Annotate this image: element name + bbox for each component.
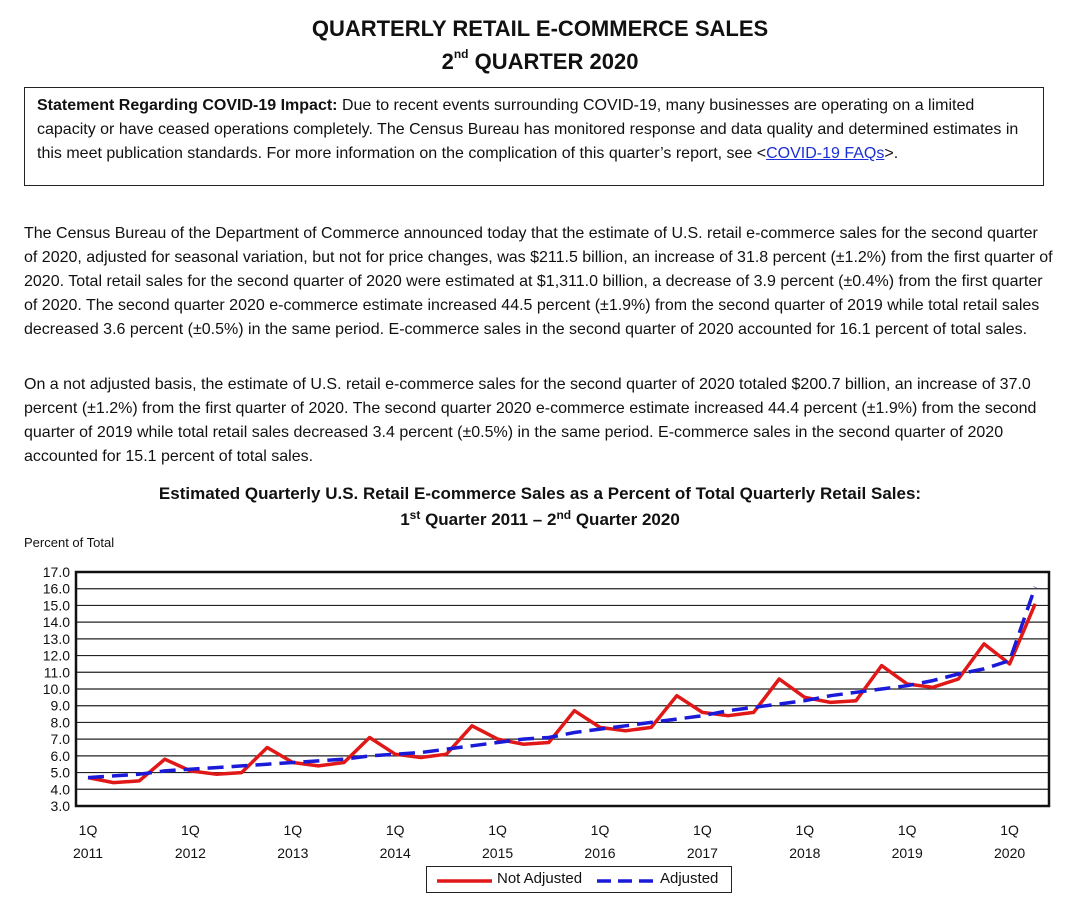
x-tick-quarter: 1Q	[1000, 822, 1019, 838]
x-tick-quarter: 1Q	[488, 822, 507, 838]
y-tick-label: 5.0	[51, 765, 71, 781]
x-tick-quarter: 1Q	[283, 822, 302, 838]
x-tick-year: 2014	[380, 845, 411, 861]
x-tick-year: 2013	[277, 845, 308, 861]
x-tick-year: 2015	[482, 845, 513, 861]
y-tick-label: 12.0	[43, 648, 70, 664]
covid-notice-text: Due to recent events surrounding COVID-1…	[37, 97, 1019, 162]
plot-area-border	[74, 570, 1051, 808]
x-tick-year: 2020	[994, 845, 1025, 861]
y-tick-label: 9.0	[51, 698, 71, 714]
page-title: QUARTERLY RETAIL E-COMMERCE SALES	[311, 16, 769, 41]
legend-swatch-not-adjusted	[437, 879, 492, 883]
page-subtitle: 2nd QUARTER 2020	[441, 47, 639, 74]
x-tick-year: 2018	[789, 845, 820, 861]
series-line-adjusted	[87, 586, 1037, 780]
y-tick-labels: 3.04.05.06.07.08.09.010.011.012.013.014.…	[43, 564, 70, 814]
y-tick-label: 17.0	[43, 564, 70, 580]
x-tick-year: 2011	[73, 845, 103, 861]
x-tick-year: 2012	[175, 845, 206, 861]
y-tick-label: 4.0	[51, 781, 71, 797]
y-tick-label: 3.0	[51, 798, 71, 814]
covid-notice-box: Statement Regarding COVID-19 Impact: Due…	[24, 87, 1044, 186]
y-tick-label: 6.0	[51, 748, 71, 764]
series-lines	[87, 586, 1037, 785]
grid-lines	[76, 571, 1049, 807]
x-tick-year: 2017	[687, 845, 718, 861]
x-tick-quarter: 1Q	[79, 822, 98, 838]
x-tick-quarter: 1Q	[591, 822, 610, 838]
y-tick-label: 16.0	[43, 581, 70, 597]
chart-legend: Not Adjusted Adjusted	[426, 866, 732, 893]
x-tick-year: 2016	[584, 845, 615, 861]
y-tick-label: 13.0	[43, 631, 70, 647]
y-tick-label: 8.0	[51, 714, 71, 730]
series-line-not-adjusted	[87, 603, 1037, 785]
y-axis-label: Percent of Total	[24, 535, 115, 550]
x-tick-quarter: 1Q	[386, 822, 405, 838]
x-tick-quarter: 1Q	[181, 822, 200, 838]
legend-label-adjusted: Adjusted	[660, 870, 719, 887]
x-tick-labels: 1Q 2011 1Q 2012 1Q 2013 1Q 2014 1Q 2015 1Q 2016 1Q 20…	[73, 822, 1025, 861]
y-tick-label: 7.0	[51, 731, 71, 747]
chart-title: Estimated Quarterly U.S. Retail E-commer…	[158, 484, 922, 503]
chart-subtitle: 1st Quarter 2011 – 2nd Quarter 2020	[400, 508, 680, 529]
x-tick-year: 2019	[892, 845, 923, 861]
covid-faqs-link[interactable]: COVID-19 FAQs	[766, 145, 885, 162]
y-tick-label: 10.0	[43, 681, 70, 697]
not-adjusted-estimate-paragraph: On a not adjusted basis, the estimate of…	[24, 376, 1037, 465]
legend-label-not-adjusted: Not Adjusted	[497, 870, 583, 887]
y-tick-label: 14.0	[43, 614, 70, 630]
x-tick-quarter: 1Q	[898, 822, 917, 838]
y-tick-label: 15.0	[43, 597, 70, 613]
adjusted-estimate-paragraph: The Census Bureau of the Department of C…	[24, 225, 1053, 338]
x-tick-quarter: 1Q	[693, 822, 712, 838]
covid-notice-lead: Statement Regarding COVID-19 Impact:	[37, 97, 338, 114]
y-tick-label: 11.0	[44, 664, 70, 680]
legend-swatch-adjusted	[597, 879, 657, 883]
x-tick-quarter: 1Q	[795, 822, 814, 838]
